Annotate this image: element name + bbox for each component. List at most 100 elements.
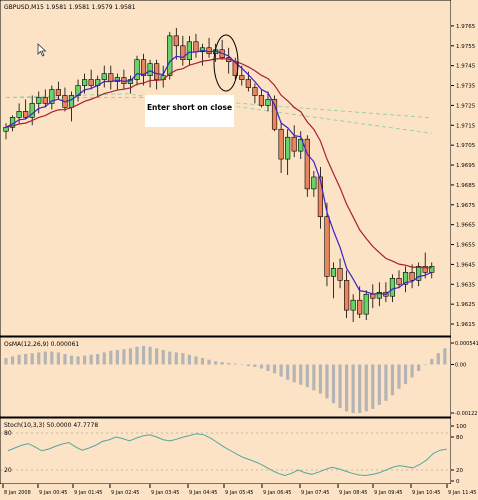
candle	[180, 35, 186, 66]
candle-body	[114, 77, 120, 82]
candle-body	[23, 111, 29, 118]
stoch-left-80: 80	[4, 430, 12, 437]
candle-body	[324, 216, 330, 277]
stoch-panel[interactable]	[0, 417, 452, 485]
osma-bar	[155, 348, 159, 365]
price-scale[interactable]	[451, 0, 478, 484]
candle-body	[271, 99, 278, 130]
candle	[416, 262, 422, 287]
ma-fast-line	[5, 50, 432, 295]
osma-tick-label: 0.000541	[455, 341, 478, 347]
osma-bar	[345, 364, 349, 412]
candle	[363, 290, 369, 321]
osma-bar	[83, 355, 87, 365]
osma-bar	[69, 355, 74, 365]
candle-body	[134, 59, 140, 80]
osma-bar	[24, 353, 28, 365]
candle-body	[245, 79, 251, 88]
candle	[285, 129, 291, 175]
osma-bar	[253, 364, 257, 367]
x-tick-label: 9 Jan 05:45	[225, 490, 253, 496]
candle-body	[409, 272, 415, 281]
y-tick-label: 1.9765	[456, 24, 476, 30]
candle	[330, 262, 337, 299]
x-tick-label: 9 Jan 08:45	[339, 490, 367, 496]
candle	[409, 264, 415, 289]
osma-bar	[30, 353, 34, 365]
candle	[49, 85, 55, 110]
stoch-tick-label: 80	[456, 435, 463, 441]
osma-bar	[259, 364, 264, 369]
osma-bar	[299, 364, 303, 385]
candle-body	[180, 45, 186, 60]
candle-body	[16, 111, 22, 118]
candle	[55, 81, 61, 100]
stoch-left-20: 20	[4, 467, 12, 474]
osma-bar	[200, 358, 205, 365]
osma-bar	[436, 353, 440, 365]
osma-bar	[318, 364, 322, 394]
osma-bar	[403, 364, 408, 384]
candle	[396, 270, 402, 289]
x-tick-label: 9 Jan 09:45	[374, 490, 402, 496]
candle-body	[265, 99, 271, 106]
candle	[324, 202, 330, 287]
candle	[337, 258, 343, 289]
stoch-tick-label: 20	[456, 468, 463, 474]
candle-body	[88, 79, 94, 86]
candle	[357, 286, 363, 319]
osma-bar	[272, 364, 277, 374]
candle	[154, 59, 160, 90]
candle	[101, 65, 107, 88]
osma-bar	[384, 364, 388, 401]
osma-bar	[135, 346, 139, 365]
candle	[88, 69, 94, 90]
y-tick-label: 1.9685	[456, 183, 476, 189]
candle-body	[193, 41, 199, 53]
osma-label: OsMA(12,26,9) 0.000061	[4, 341, 79, 348]
candle-body	[298, 138, 304, 152]
osma-bar	[358, 364, 362, 413]
osma-bar	[17, 354, 21, 365]
candle	[114, 73, 120, 90]
osma-bar	[141, 345, 146, 365]
osma-bar	[305, 364, 309, 388]
candle-body	[330, 268, 337, 277]
osma-bar	[214, 361, 218, 365]
y-tick-label: 1.9655	[456, 243, 476, 249]
osma-panel[interactable]	[0, 336, 452, 418]
candle-body	[147, 63, 153, 76]
candle	[311, 171, 317, 197]
mouse-cursor-icon	[37, 43, 47, 57]
x-tick-label: 9 Jan 01:45	[74, 490, 102, 496]
y-tick-label: 1.9625	[456, 302, 476, 308]
osma-bar	[430, 358, 434, 365]
osma-bar	[227, 362, 231, 365]
candle-body	[55, 89, 61, 96]
candle-body	[422, 266, 428, 273]
x-tick-label: 8 Jan 2008	[4, 490, 31, 496]
candle	[147, 59, 153, 88]
y-tick-label: 1.9645	[456, 262, 476, 268]
osma-bar	[76, 356, 80, 365]
candle-body	[311, 176, 317, 190]
candle-body	[396, 278, 402, 285]
main-panel[interactable]	[0, 0, 452, 337]
candle-body	[291, 136, 297, 152]
candle	[278, 121, 284, 173]
candle-body	[350, 299, 356, 311]
candle	[42, 89, 48, 108]
candle	[23, 99, 29, 120]
candle	[258, 89, 265, 108]
osma-bar	[37, 352, 41, 365]
candle-body	[317, 176, 324, 218]
osma-bar	[187, 354, 191, 365]
candle-body	[258, 95, 265, 106]
osma-bar	[168, 351, 172, 365]
osma-bar	[115, 349, 119, 365]
y-tick-label: 1.9615	[456, 322, 476, 328]
osma-tick-label: -0.00122	[455, 411, 477, 417]
candle	[304, 135, 310, 197]
y-tick-label: 1.9745	[456, 64, 476, 70]
